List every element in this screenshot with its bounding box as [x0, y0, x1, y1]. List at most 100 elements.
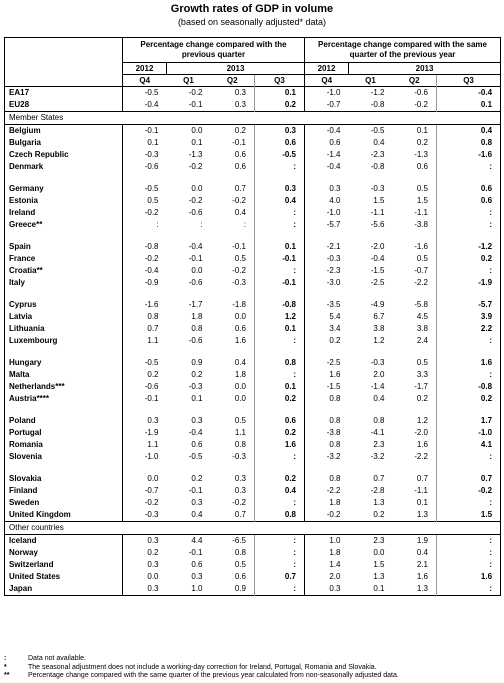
- value: 0.6: [234, 150, 246, 159]
- value: -0.1: [188, 254, 203, 263]
- value: -0.8: [254, 299, 305, 311]
- year: 2012: [122, 62, 167, 75]
- footnote-symbol: **: [4, 672, 10, 679]
- quarter: Q4: [304, 74, 349, 87]
- spacer-cell: [254, 231, 305, 241]
- data-row: United States 0.0 0.3 0.6 0.7 2.0 1.3 1.6 1.6: [4, 571, 502, 583]
- value: -4.9: [370, 300, 385, 309]
- value: -1.7: [414, 382, 428, 391]
- value: -0.4: [370, 254, 385, 263]
- value: 2.4: [416, 336, 428, 345]
- value: -5.7: [435, 299, 502, 311]
- value: 0.0: [234, 382, 246, 391]
- value: -0.8: [435, 381, 502, 393]
- value: 2.3: [373, 536, 385, 545]
- value: :: [254, 547, 305, 559]
- value: 1.0: [304, 534, 349, 547]
- value: 0.3: [210, 86, 255, 99]
- spacer-cell: [167, 231, 211, 241]
- spacer-cell: [304, 173, 349, 183]
- value: 1.3: [373, 572, 385, 581]
- value: -0.5: [122, 183, 167, 195]
- value: :: [435, 559, 502, 571]
- value: 0.2: [254, 427, 305, 439]
- value: 0.2: [435, 253, 502, 265]
- spacer: [4, 405, 502, 415]
- spacer-cell: [167, 173, 211, 183]
- data-row: Malta 0.2 0.2 1.8:1.6 2.0 3.3:: [4, 369, 502, 381]
- value: 0.2: [416, 138, 428, 147]
- spacer-cell: [254, 463, 305, 473]
- value: 1.1: [122, 439, 167, 451]
- value: 0.4: [191, 510, 203, 519]
- value: -0.2: [435, 485, 502, 497]
- data-row: Greece**:::: -5.7 -5.6 -3.8:: [4, 219, 502, 231]
- value: -0.4: [188, 242, 203, 251]
- value: 1.2: [254, 311, 305, 323]
- value: 4.4: [191, 536, 203, 545]
- value: 0.7: [234, 510, 246, 519]
- corner: [4, 37, 123, 87]
- data-row: EU28 -0.4 -0.1 0.3 0.2 -0.7 -0.8 -0.2 0.1: [4, 99, 502, 112]
- spacer-cell: [211, 289, 255, 299]
- value: 1.6: [234, 336, 246, 345]
- value: 3.8: [416, 324, 428, 333]
- quarter: Q3: [435, 74, 502, 87]
- value: -2.0: [370, 242, 385, 251]
- spacer: [4, 289, 502, 299]
- spacer-cell: [435, 463, 502, 473]
- value: 0.6: [416, 162, 428, 171]
- value: 4.5: [416, 312, 428, 321]
- section-label: Other countries: [4, 521, 501, 535]
- value: -0.6: [188, 278, 203, 287]
- value: -0.1: [122, 393, 167, 405]
- value: -0.5: [122, 86, 167, 99]
- value: :: [435, 265, 502, 277]
- value: :: [435, 335, 502, 347]
- value: -1.0: [435, 427, 502, 439]
- footnote-symbol: :: [4, 655, 7, 662]
- value: 0.5: [416, 184, 428, 193]
- value: 1.5: [435, 509, 502, 522]
- value: -0.2: [232, 266, 246, 275]
- country: Iceland: [4, 534, 123, 547]
- value: -0.5: [188, 452, 203, 461]
- country: Malta: [4, 369, 123, 381]
- value: -1.1: [414, 208, 428, 217]
- value: 1.1: [234, 428, 246, 437]
- value: 1.6: [416, 572, 428, 581]
- value: -2.2: [414, 452, 428, 461]
- data-row: Austria**** -0.1 0.1 0.0 0.2 0.8 0.4 0.2 0.2: [4, 393, 502, 405]
- country: Italy: [4, 277, 123, 289]
- value: -0.8: [370, 100, 385, 109]
- country: Switzerland: [4, 559, 123, 571]
- value: 0.8: [304, 393, 349, 405]
- country: Croatia**: [4, 265, 123, 277]
- title: Growth rates of GDP in volume: [170, 3, 334, 15]
- spacer-cell: [393, 463, 437, 473]
- country: Sweden: [4, 497, 123, 509]
- value: 0.8: [304, 415, 349, 427]
- value: 0.7: [435, 473, 502, 485]
- country: Czech Republic: [4, 149, 123, 161]
- footnote-text: Percentage change compared with the same…: [28, 672, 399, 679]
- value: 1.1: [122, 335, 167, 347]
- data-row: Hungary -0.5 0.9 0.4 0.8 -2.5 -0.3 0.5 1.6: [4, 357, 502, 369]
- value: -5.7: [304, 219, 349, 231]
- data-row: Estonia 0.5 -0.2 -0.2 0.4 4.0 1.5 1.5 0.6: [4, 195, 502, 207]
- value: 1.4: [304, 559, 349, 571]
- value: :: [435, 207, 502, 219]
- value: -0.1: [188, 548, 203, 557]
- country: Latvia: [4, 311, 123, 323]
- value: -0.8: [370, 162, 385, 171]
- subtitle: (based on seasonally adjusted* data): [177, 17, 327, 27]
- data-row: United Kingdom -0.3 0.4 0.7 0.8 -0.2 0.2 1.3 1.5: [4, 509, 502, 522]
- value: 1.0: [191, 584, 203, 593]
- value: -0.7: [414, 266, 428, 275]
- value: 0.3: [191, 416, 203, 425]
- year: 2013: [166, 62, 305, 75]
- value: -2.5: [370, 278, 385, 287]
- value: 6.7: [373, 312, 385, 321]
- spacer-cell: [435, 231, 502, 241]
- value: :: [435, 219, 502, 231]
